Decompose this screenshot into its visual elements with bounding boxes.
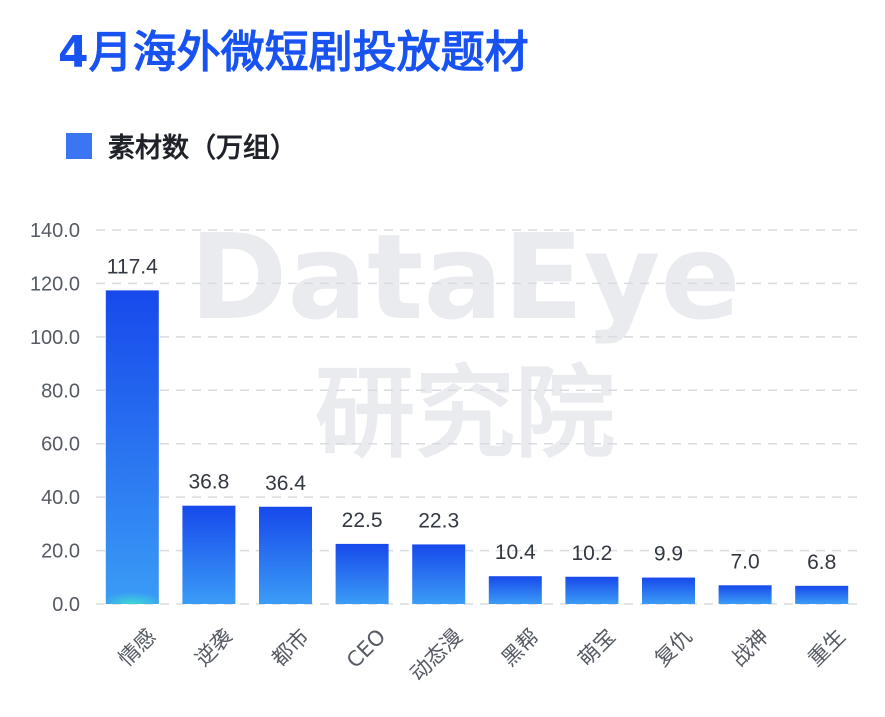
data-label: 6.8 (807, 551, 836, 574)
legend-swatch (66, 132, 92, 159)
data-label: 9.9 (654, 543, 683, 566)
x-tick-label: 黑帮 (497, 624, 544, 671)
x-tick-label: 都市 (267, 624, 314, 671)
bar (259, 506, 312, 604)
x-tick-label: 情感 (114, 624, 161, 671)
y-tick-label: 0.0 (52, 594, 80, 616)
bar (182, 505, 236, 604)
bar (642, 577, 695, 604)
bar (412, 544, 466, 604)
x-tick-label: 萌宝 (574, 624, 621, 671)
bar-base-glow (105, 584, 159, 604)
y-tick-label: 120.0 (30, 273, 80, 295)
bar (718, 585, 772, 604)
bar (335, 543, 389, 604)
data-label: 7.0 (730, 550, 759, 573)
data-label: 22.3 (418, 509, 459, 532)
legend: 素材数（万组） (66, 126, 297, 165)
data-label: 117.4 (107, 255, 158, 278)
data-label: 22.5 (342, 509, 383, 532)
watermark: DataEye 研究院 (189, 208, 740, 472)
y-tick-label: 140.0 (30, 220, 80, 242)
watermark-text-brand: DataEye (189, 208, 740, 346)
chart-title: 4月海外微短剧投放题材 (58, 27, 529, 78)
x-tick-label: 战神 (727, 624, 774, 671)
y-tick-label: 60.0 (41, 434, 80, 456)
data-label: 10.2 (571, 542, 612, 565)
x-tick-label: 重生 (803, 624, 850, 671)
data-label: 36.8 (188, 471, 229, 494)
x-tick-label: 复仇 (650, 624, 697, 671)
bar (488, 576, 542, 604)
bars (105, 290, 849, 604)
y-tick-label: 100.0 (30, 327, 80, 349)
x-tick-label: CEO (342, 624, 390, 672)
data-labels: 117.4 36.8 36.4 22.5 22.3 10.4 10.2 9.9 7.0 6.8 (107, 255, 837, 573)
y-axis: 0.0 20.0 40.0 60.0 80.0 100.0 120.0 140.0 (30, 220, 80, 616)
x-axis: 情感 逆袭 都市 CEO 动态漫 黑帮 萌宝 复仇 战神 重生 (114, 624, 850, 686)
watermark-text-institute: 研究院 (315, 355, 615, 472)
x-tick-label: 逆袭 (191, 624, 238, 671)
x-tick-label: 动态漫 (405, 624, 467, 686)
bar (105, 290, 159, 604)
data-label: 10.4 (495, 541, 536, 564)
y-tick-label: 80.0 (41, 380, 80, 402)
bar (565, 576, 619, 604)
data-label: 36.4 (265, 472, 306, 495)
bar (795, 585, 849, 604)
y-tick-label: 40.0 (41, 487, 80, 509)
legend-label: 素材数（万组） (108, 133, 297, 164)
y-tick-label: 20.0 (41, 541, 80, 563)
